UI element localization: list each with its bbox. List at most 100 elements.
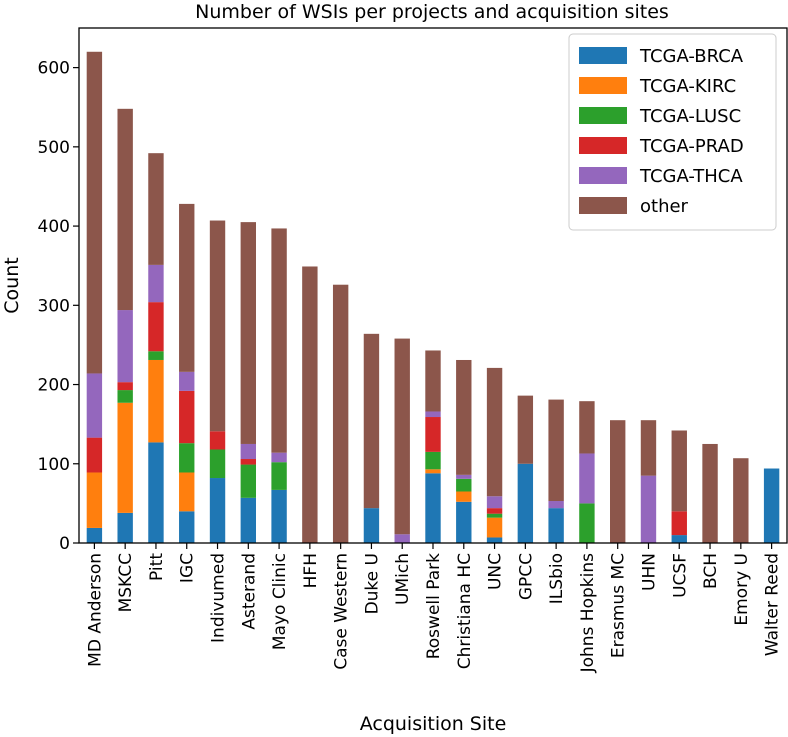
legend-label-tcga-kirc: TCGA-KIRC bbox=[639, 76, 736, 97]
bar-asterand-tcga-thca bbox=[240, 443, 256, 460]
legend-swatch-tcga-kirc bbox=[579, 77, 627, 94]
chart-title: Number of WSIs per projects and acquisit… bbox=[195, 1, 669, 23]
bar-ilsbio-tcga-brca bbox=[548, 508, 564, 543]
bar-asterand-tcga-prad bbox=[240, 459, 256, 465]
x-tick-label: UNC bbox=[486, 553, 506, 590]
bar-uhn-tcga-thca bbox=[640, 475, 657, 543]
bar-ucsf-tcga-brca bbox=[671, 535, 687, 543]
bar-indivumed-tcga-brca bbox=[209, 478, 226, 543]
bar-christiana-hc-tcga-brca bbox=[456, 501, 472, 543]
bar-md-anderson-tcga-brca bbox=[86, 527, 103, 543]
bar-hfh-other bbox=[302, 266, 318, 543]
bar-unc-tcga-prad bbox=[486, 508, 503, 514]
x-tick-label: GPCC bbox=[516, 553, 536, 600]
bar-uhn-other bbox=[640, 420, 657, 476]
bar-mskcc-tcga-kirc bbox=[117, 402, 133, 513]
legend-swatch-tcga-thca bbox=[579, 167, 627, 184]
bar-christiana-hc-tcga-kirc bbox=[456, 491, 472, 502]
bar-unc-tcga-thca bbox=[486, 496, 503, 509]
bar-mayo-clinic-tcga-thca bbox=[271, 452, 287, 463]
x-tick-label: IGC bbox=[178, 553, 198, 583]
x-tick-label: Duke U bbox=[362, 553, 382, 614]
bar-johns-hopkins-tcga-lusc bbox=[579, 503, 595, 543]
bar-case-western-other bbox=[332, 284, 349, 543]
bar-asterand-other bbox=[240, 222, 256, 444]
bar-johns-hopkins-tcga-thca bbox=[579, 453, 595, 504]
bar-roswell-park-tcga-thca bbox=[425, 411, 441, 418]
x-tick-label: UCSF bbox=[670, 553, 690, 598]
bar-mayo-clinic-other bbox=[271, 228, 287, 453]
legend-label-tcga-lusc: TCGA-LUSC bbox=[639, 106, 741, 127]
legend-swatch-other bbox=[579, 197, 627, 214]
bar-erasmus-mc-other bbox=[610, 420, 626, 543]
x-tick-label: Emory U bbox=[732, 553, 752, 626]
legend-label-tcga-thca: TCGA-THCA bbox=[639, 166, 743, 187]
bar-md-anderson-other bbox=[86, 51, 103, 374]
x-axis-label: Acquisition Site bbox=[360, 713, 507, 735]
bar-indivumed-tcga-lusc bbox=[209, 449, 226, 479]
x-tick-label: HFH bbox=[301, 553, 321, 588]
bar-pitt-other bbox=[148, 153, 164, 265]
bar-indivumed-other bbox=[209, 220, 226, 432]
bar-unc-other bbox=[486, 367, 503, 497]
legend-label-tcga-brca: TCGA-BRCA bbox=[639, 46, 744, 67]
y-tick-label: 300 bbox=[38, 296, 70, 316]
bar-gpcc-other bbox=[517, 395, 534, 464]
bar-christiana-hc-tcga-thca bbox=[456, 474, 472, 479]
bar-mskcc-tcga-thca bbox=[117, 310, 133, 383]
bar-bch-other bbox=[702, 443, 718, 543]
bar-mskcc-tcga-brca bbox=[117, 512, 133, 543]
y-tick-label: 600 bbox=[38, 59, 70, 79]
legend-label-tcga-prad: TCGA-PRAD bbox=[639, 136, 744, 157]
bar-igc-tcga-brca bbox=[179, 511, 195, 543]
x-axis: MD Anderson MSKCC Pitt IGC Indivumed Asterand… bbox=[85, 543, 783, 673]
bar-pitt-tcga-prad bbox=[148, 302, 164, 352]
bar-johns-hopkins-other bbox=[579, 401, 595, 454]
bar-roswell-park-tcga-prad bbox=[425, 417, 441, 452]
bar-igc-other bbox=[179, 203, 195, 372]
bar-ilsbio-tcga-thca bbox=[548, 501, 564, 509]
bar-md-anderson-tcga-thca bbox=[86, 373, 103, 438]
x-tick-label: UHN bbox=[639, 553, 659, 591]
bar-umich-tcga-thca bbox=[394, 534, 410, 543]
x-tick-label: MSKCC bbox=[116, 553, 136, 612]
y-tick-label: 500 bbox=[38, 138, 70, 158]
bar-roswell-park-tcga-kirc bbox=[425, 469, 441, 474]
bar-emory-u-other bbox=[733, 458, 749, 543]
bar-mayo-clinic-tcga-brca bbox=[271, 489, 287, 543]
x-tick-label: Christiana HC bbox=[455, 553, 475, 669]
bar-pitt-tcga-brca bbox=[148, 442, 164, 543]
bar-duke-u-other bbox=[363, 333, 380, 509]
legend-swatch-tcga-brca bbox=[579, 47, 627, 64]
y-tick-label: 100 bbox=[38, 455, 70, 475]
bar-asterand-tcga-lusc bbox=[240, 464, 256, 498]
bar-christiana-hc-tcga-lusc bbox=[456, 478, 472, 492]
bar-indivumed-tcga-prad bbox=[209, 431, 226, 450]
legend-label-other: other bbox=[640, 196, 689, 217]
y-tick-label: 400 bbox=[38, 217, 70, 237]
bar-mskcc-tcga-lusc bbox=[117, 390, 133, 403]
legend-swatch-tcga-prad bbox=[579, 137, 627, 154]
bar-ucsf-other bbox=[671, 430, 687, 512]
plot-frame bbox=[78, 27, 788, 544]
x-tick-label: Indivumed bbox=[209, 553, 229, 643]
bar-pitt-tcga-thca bbox=[148, 264, 164, 303]
x-tick-label: Pitt bbox=[147, 553, 167, 581]
bar-christiana-hc-other bbox=[456, 359, 472, 475]
bar-igc-tcga-thca bbox=[179, 371, 195, 391]
legend-swatch-tcga-lusc bbox=[579, 107, 627, 124]
bar-asterand-tcga-brca bbox=[240, 497, 256, 543]
y-tick-label: 200 bbox=[38, 376, 70, 396]
bar-umich-other bbox=[394, 338, 410, 535]
bar-pitt-tcga-kirc bbox=[148, 359, 164, 443]
bar-roswell-park-tcga-lusc bbox=[425, 451, 441, 470]
bars-layer bbox=[86, 51, 780, 543]
bar-igc-tcga-prad bbox=[179, 390, 195, 444]
y-axis: 0 100 200 300 400 500 600 bbox=[38, 59, 79, 554]
x-tick-label: Asterand bbox=[239, 553, 259, 630]
bar-roswell-park-tcga-brca bbox=[425, 473, 441, 543]
bar-md-anderson-tcga-kirc bbox=[86, 472, 103, 528]
bar-igc-tcga-kirc bbox=[179, 472, 195, 512]
x-tick-label: Case Western bbox=[332, 553, 352, 670]
